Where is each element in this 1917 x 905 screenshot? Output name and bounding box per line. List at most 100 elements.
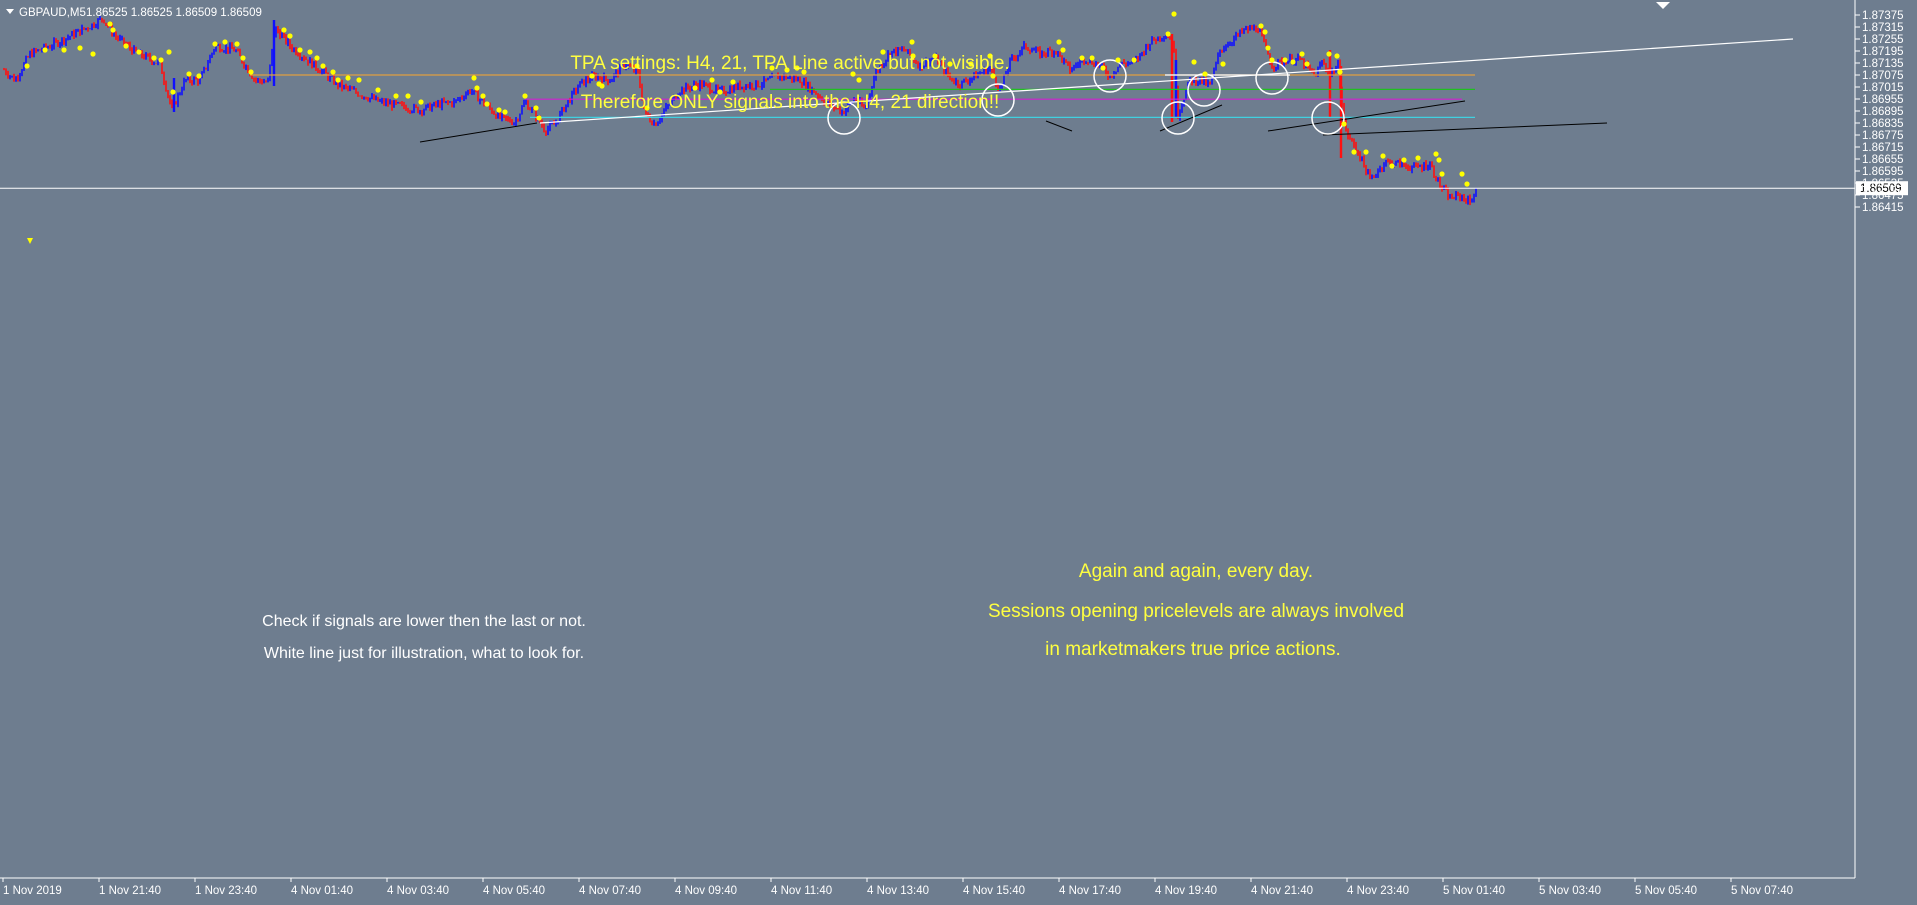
symbol-label: GBPAUD,M5 [19,7,86,19]
pointer-line [419,122,538,143]
signal-dot [136,49,142,55]
signal-dot [471,75,477,81]
signal-dot [151,55,157,61]
signal-dot [496,107,502,113]
signal-dot [393,93,399,99]
signal-dot [222,39,228,45]
signal-dot [909,39,915,45]
highlight-circle [827,101,861,135]
highlight-circle [981,83,1015,117]
signal-dot [1131,57,1137,63]
price-tick-label: 1.87135 [1862,58,1904,70]
signal-dot [987,53,993,59]
pointer-line [1267,100,1466,132]
signal-dot [61,47,67,53]
signal-dot [1304,61,1310,67]
bid-price-label: 1.86509 [1860,183,1902,195]
price-tick-label: 1.87315 [1862,22,1904,34]
pointer-line [1045,120,1073,132]
annotation-sessions: Sessions opening pricelevels are always … [988,601,1404,622]
price-axis[interactable]: 1.873751.873151.872551.871951.871351.870… [1855,10,1904,214]
time-tick-label: 1 Nov 2019 [3,885,62,897]
price-tick-label: 1.87255 [1862,34,1904,46]
signal-dot [1282,57,1288,63]
signal-dot [1334,53,1340,59]
annotation-marketmakers: in marketmakers true price actions. [1045,639,1341,660]
signal-dots-layer [24,11,1470,244]
signal-dot [1269,57,1275,63]
signal-dot [474,85,480,91]
signal-dot [1079,55,1085,61]
signal-dot [1262,29,1268,35]
shift-marker-icon[interactable] [1656,2,1670,9]
annotation-signals-direction: Therefore ONLY signals into the H4, 21 d… [581,92,1000,113]
signal-dot [533,105,539,111]
signal-dot [107,21,113,27]
signal-dot [692,85,698,91]
signal-dot [599,83,605,89]
time-tick-label: 4 Nov 03:40 [387,885,449,897]
signal-dot [947,61,953,67]
signal-dot [1436,157,1442,163]
signal-dot [794,65,800,71]
signal-dot [1089,55,1095,61]
signal-dot [634,63,640,69]
signal-dot [589,73,595,79]
time-tick-label: 4 Nov 07:40 [579,885,641,897]
signal-dot [77,45,83,51]
signal-dot [90,51,96,57]
signal-dot [1401,157,1407,163]
annotation-again: Again and again, every day. [1079,561,1313,582]
price-tick-label: 1.86475 [1862,190,1904,202]
time-tick-label: 5 Nov 05:40 [1635,885,1697,897]
signal-dot [1415,155,1421,161]
signal-dot [717,89,723,95]
price-tick-label: 1.86595 [1862,166,1904,178]
time-tick-label: 4 Nov 11:40 [771,885,832,897]
signal-dot [170,89,176,95]
price-tick-label: 1.86715 [1862,142,1904,154]
signal-dot [709,77,715,83]
signal-dot [484,101,490,107]
signal-dot [1351,149,1357,155]
time-tick-label: 5 Nov 01:40 [1443,885,1505,897]
signal-dot [522,93,528,99]
signal-dot [644,105,650,111]
price-tick-label: 1.87195 [1862,46,1904,58]
price-tick-label: 1.86895 [1862,106,1904,118]
price-tick-label: 1.87375 [1862,10,1904,22]
signal-dot [42,47,48,53]
price-tick-label: 1.87075 [1862,70,1904,82]
signal-dot [405,93,411,99]
signal-dot [784,67,790,73]
signal-dot [1202,71,1208,77]
ohlc-readout: 1.86525 1.86525 1.86509 1.86509 [86,7,262,19]
signal-dot [297,47,303,53]
signal-dot [1056,39,1062,45]
signal-dot [335,77,341,83]
signal-arrow-icon [27,238,33,244]
signal-dot [1363,149,1369,155]
time-axis[interactable]: 1 Nov 2019 1 Nov 21:40 1 Nov 23:40 4 Nov 01… [2,878,1793,897]
signal-dot [1337,69,1343,75]
session-levels-layer: 1.86509 [0,74,1908,196]
chart-menu-arrow-icon[interactable] [6,9,14,14]
signal-dot [1439,171,1445,177]
signal-dot [212,41,218,47]
signal-dot [330,69,336,75]
price-tick-label: 1.87015 [1862,82,1904,94]
signal-dot [166,49,172,55]
time-tick-label: 5 Nov 03:40 [1539,885,1601,897]
signal-dot [769,65,775,71]
signal-dot [730,79,736,85]
price-tick-label: 1.86955 [1862,94,1904,106]
signal-dot [110,27,116,33]
signal-dot [234,41,240,47]
signal-dot [24,63,30,69]
signal-dot [1433,151,1439,157]
time-tick-label: 4 Nov 17:40 [1059,885,1121,897]
signal-dot [375,87,381,93]
signal-dot [345,75,351,81]
